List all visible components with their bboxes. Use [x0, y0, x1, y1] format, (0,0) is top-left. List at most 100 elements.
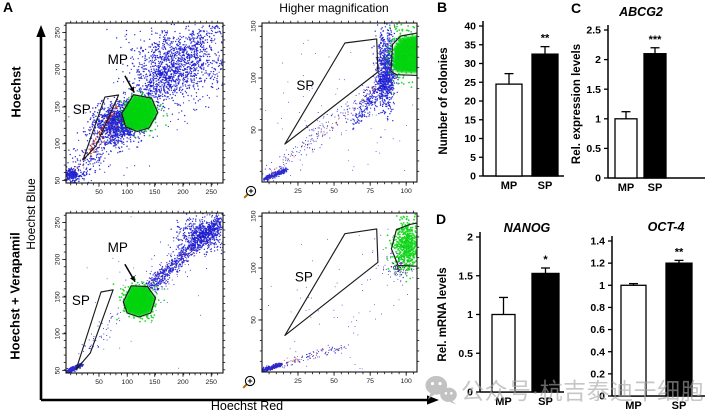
svg-text:100: 100: [122, 189, 134, 196]
y-axis-title: Rel. mRNA levels: [437, 267, 449, 361]
mp-gate: [122, 285, 157, 318]
sp-gate: [75, 289, 114, 371]
category-label: SP: [538, 180, 553, 192]
sp-gate-label: SP: [295, 269, 313, 284]
category-label: MP: [625, 400, 642, 412]
axis-ticks: [62, 20, 226, 187]
scatter-points: [262, 23, 414, 182]
y-tick-labels: 00.20.40.60.811.21.4: [590, 236, 605, 403]
significance-stars: ***: [649, 34, 663, 46]
y-axis-title: Number of colonies: [438, 47, 450, 154]
chart-title: NANOG: [504, 221, 551, 235]
significance-stars: **: [541, 33, 550, 45]
flow-plot-hoechst: 50 100 150 200 250 250 200 150 100 50 SP MP: [55, 20, 226, 196]
axis-tick-labels: 50 100 150 200 250 250 200 150 100 50: [55, 27, 218, 196]
bar-mp: [614, 118, 638, 179]
bar-chart-abcg2: ABCG2 00.511.522.5 MP *** SP Rel. expression …: [571, 5, 705, 194]
plot-frame: [261, 22, 418, 183]
y-axis: [608, 236, 613, 397]
y-tick-labels: 00.511.52: [458, 232, 473, 399]
svg-text:150: 150: [55, 101, 62, 113]
green-population: [112, 278, 166, 323]
svg-text:200: 200: [55, 64, 62, 76]
mp-arrow: [124, 75, 135, 93]
bar-mp: [495, 83, 523, 177]
scatter-points: [262, 228, 415, 372]
sp-cell-gate: [390, 222, 417, 267]
panel-label-a: A: [3, 0, 14, 15]
error-bar: [650, 47, 660, 54]
sp-cell-gate: [390, 32, 417, 76]
panel-label-c: C: [571, 0, 582, 16]
bar-sp: [643, 53, 667, 179]
error-bar: [629, 282, 638, 286]
category-label: SP: [672, 400, 687, 412]
category-label: MP: [501, 180, 518, 192]
bar-mp: [491, 313, 516, 393]
svg-text:150: 150: [149, 189, 161, 196]
axis-ticks: [258, 210, 420, 376]
svg-text:50: 50: [95, 189, 103, 196]
mp-arrow: [124, 263, 136, 283]
mp-gate-label: MP: [108, 52, 128, 67]
bar-sp: [665, 262, 693, 397]
axis-ticks: [258, 20, 420, 186]
green-population: [115, 90, 169, 138]
bar-mp: [620, 284, 647, 397]
mp-gate-label: MP: [108, 240, 128, 255]
sp-gate-label: SP: [296, 78, 314, 93]
error-bar: [499, 296, 508, 315]
svg-text:50: 50: [55, 177, 62, 185]
bar-chart-nanog: NANOG 00.511.52 MP * SP Rel. mRNA levels: [437, 221, 564, 408]
axis-ticks: [62, 210, 226, 377]
row-label-hoechst-verapamil: Hoechst + Verapamil: [7, 232, 23, 360]
sp-gate: [284, 228, 379, 336]
significance-stars: **: [675, 246, 684, 258]
y-axis-title: Rel. expression levels: [571, 44, 583, 164]
chart-title: OCT-4: [648, 220, 685, 234]
chart-title: ABCG2: [618, 5, 663, 19]
y-axis-label: Hoechst Blue: [24, 178, 38, 250]
sp-gate-label: SP: [72, 293, 90, 308]
svg-text:250: 250: [206, 189, 218, 196]
svg-text:100: 100: [55, 138, 62, 150]
y-tick-labels: 00.511.522.5: [586, 25, 601, 185]
bar-chart-oct4: OCT-4 00.20.40.60.811.21.4 MP ** SP: [590, 220, 705, 412]
error-bar: [540, 45, 550, 55]
bar-sp: [531, 272, 560, 393]
y-axis: [479, 21, 484, 177]
panel-label-b: B: [437, 0, 448, 15]
category-label: MP: [495, 396, 512, 408]
bar-sp: [531, 53, 559, 177]
category-label: SP: [538, 396, 553, 408]
error-bar: [674, 259, 684, 264]
sp-gate: [284, 38, 379, 145]
y-axis: [476, 232, 481, 393]
sp-gate: [82, 94, 120, 161]
x-axis-label: Hoechst Red: [210, 399, 284, 413]
magnification-title: Higher magnification: [279, 1, 389, 15]
row-label-hoechst: Hoechst: [8, 66, 24, 118]
svg-text:200: 200: [177, 189, 189, 196]
green-population: [385, 213, 417, 283]
significance-stars: *: [543, 254, 548, 266]
error-bar: [541, 267, 550, 274]
category-label: SP: [648, 182, 663, 194]
category-label: MP: [618, 182, 635, 194]
y-axis: [604, 25, 609, 179]
sp-gate-label: SP: [73, 102, 91, 117]
error-bar: [621, 111, 631, 119]
svg-text:250: 250: [55, 27, 62, 39]
mp-gate: [121, 94, 159, 133]
error-bar: [504, 72, 514, 85]
green-population: [385, 23, 417, 94]
